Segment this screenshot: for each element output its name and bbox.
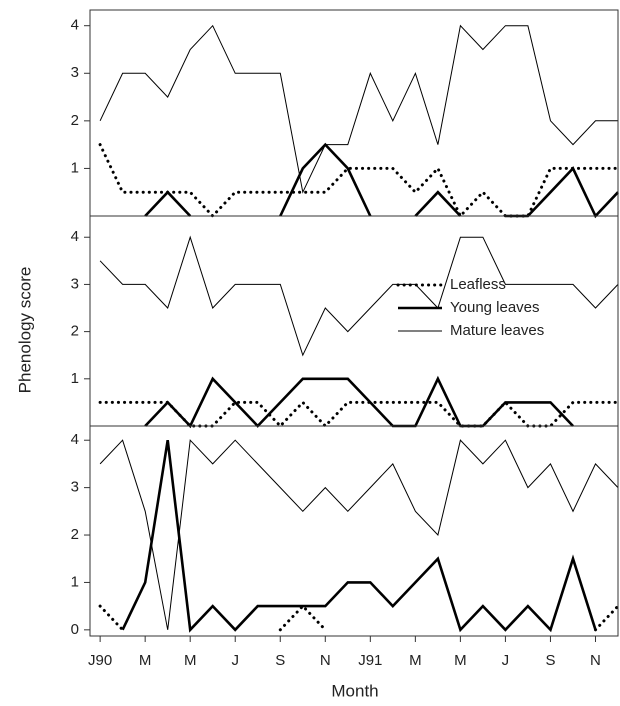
x-tick-label: N [590,652,601,669]
x-tick-label: J [231,652,239,669]
series-line [99,24,618,194]
y-axis-label: Phenology score [15,267,34,394]
legend-label: Leafless [450,276,506,293]
series-line [144,142,619,219]
x-tick-label: S [275,652,285,669]
series-line [98,603,620,632]
y-tick-label: 2 [71,323,79,340]
x-axis-label: Month [331,681,378,700]
x-tick-label: M [454,652,467,669]
series-line [98,143,620,219]
legend-label: Young leaves [450,299,540,316]
y-tick-label: 1 [71,573,79,590]
panel-frame [89,9,619,217]
y-tick-label: 4 [71,17,79,34]
y-tick-label: 2 [71,112,79,129]
y-tick-label: 4 [71,431,79,448]
x-tick-label: J91 [358,652,382,669]
x-tick-label: N [320,652,331,669]
x-tick-label: M [139,652,152,669]
y-tick-label: 1 [71,370,79,387]
y-tick-label: 4 [71,228,79,245]
y-tick-label: 3 [71,479,79,496]
y-tick-label: 3 [71,275,79,292]
series-line [121,439,597,633]
legend-label: Mature leaves [450,322,544,339]
series-line [99,439,619,630]
x-tick-label: J90 [88,652,112,669]
series-line [144,375,574,429]
y-tick-label: 1 [71,159,79,176]
panel-frame [89,425,619,637]
y-tick-label: 0 [71,621,79,638]
x-tick-label: S [545,652,555,669]
x-tick-label: M [184,652,197,669]
y-tick-label: 3 [71,64,79,81]
series-line [99,235,619,357]
x-tick-label: J [502,652,510,669]
y-tick-label: 2 [71,526,79,543]
x-tick-label: M [409,652,422,669]
